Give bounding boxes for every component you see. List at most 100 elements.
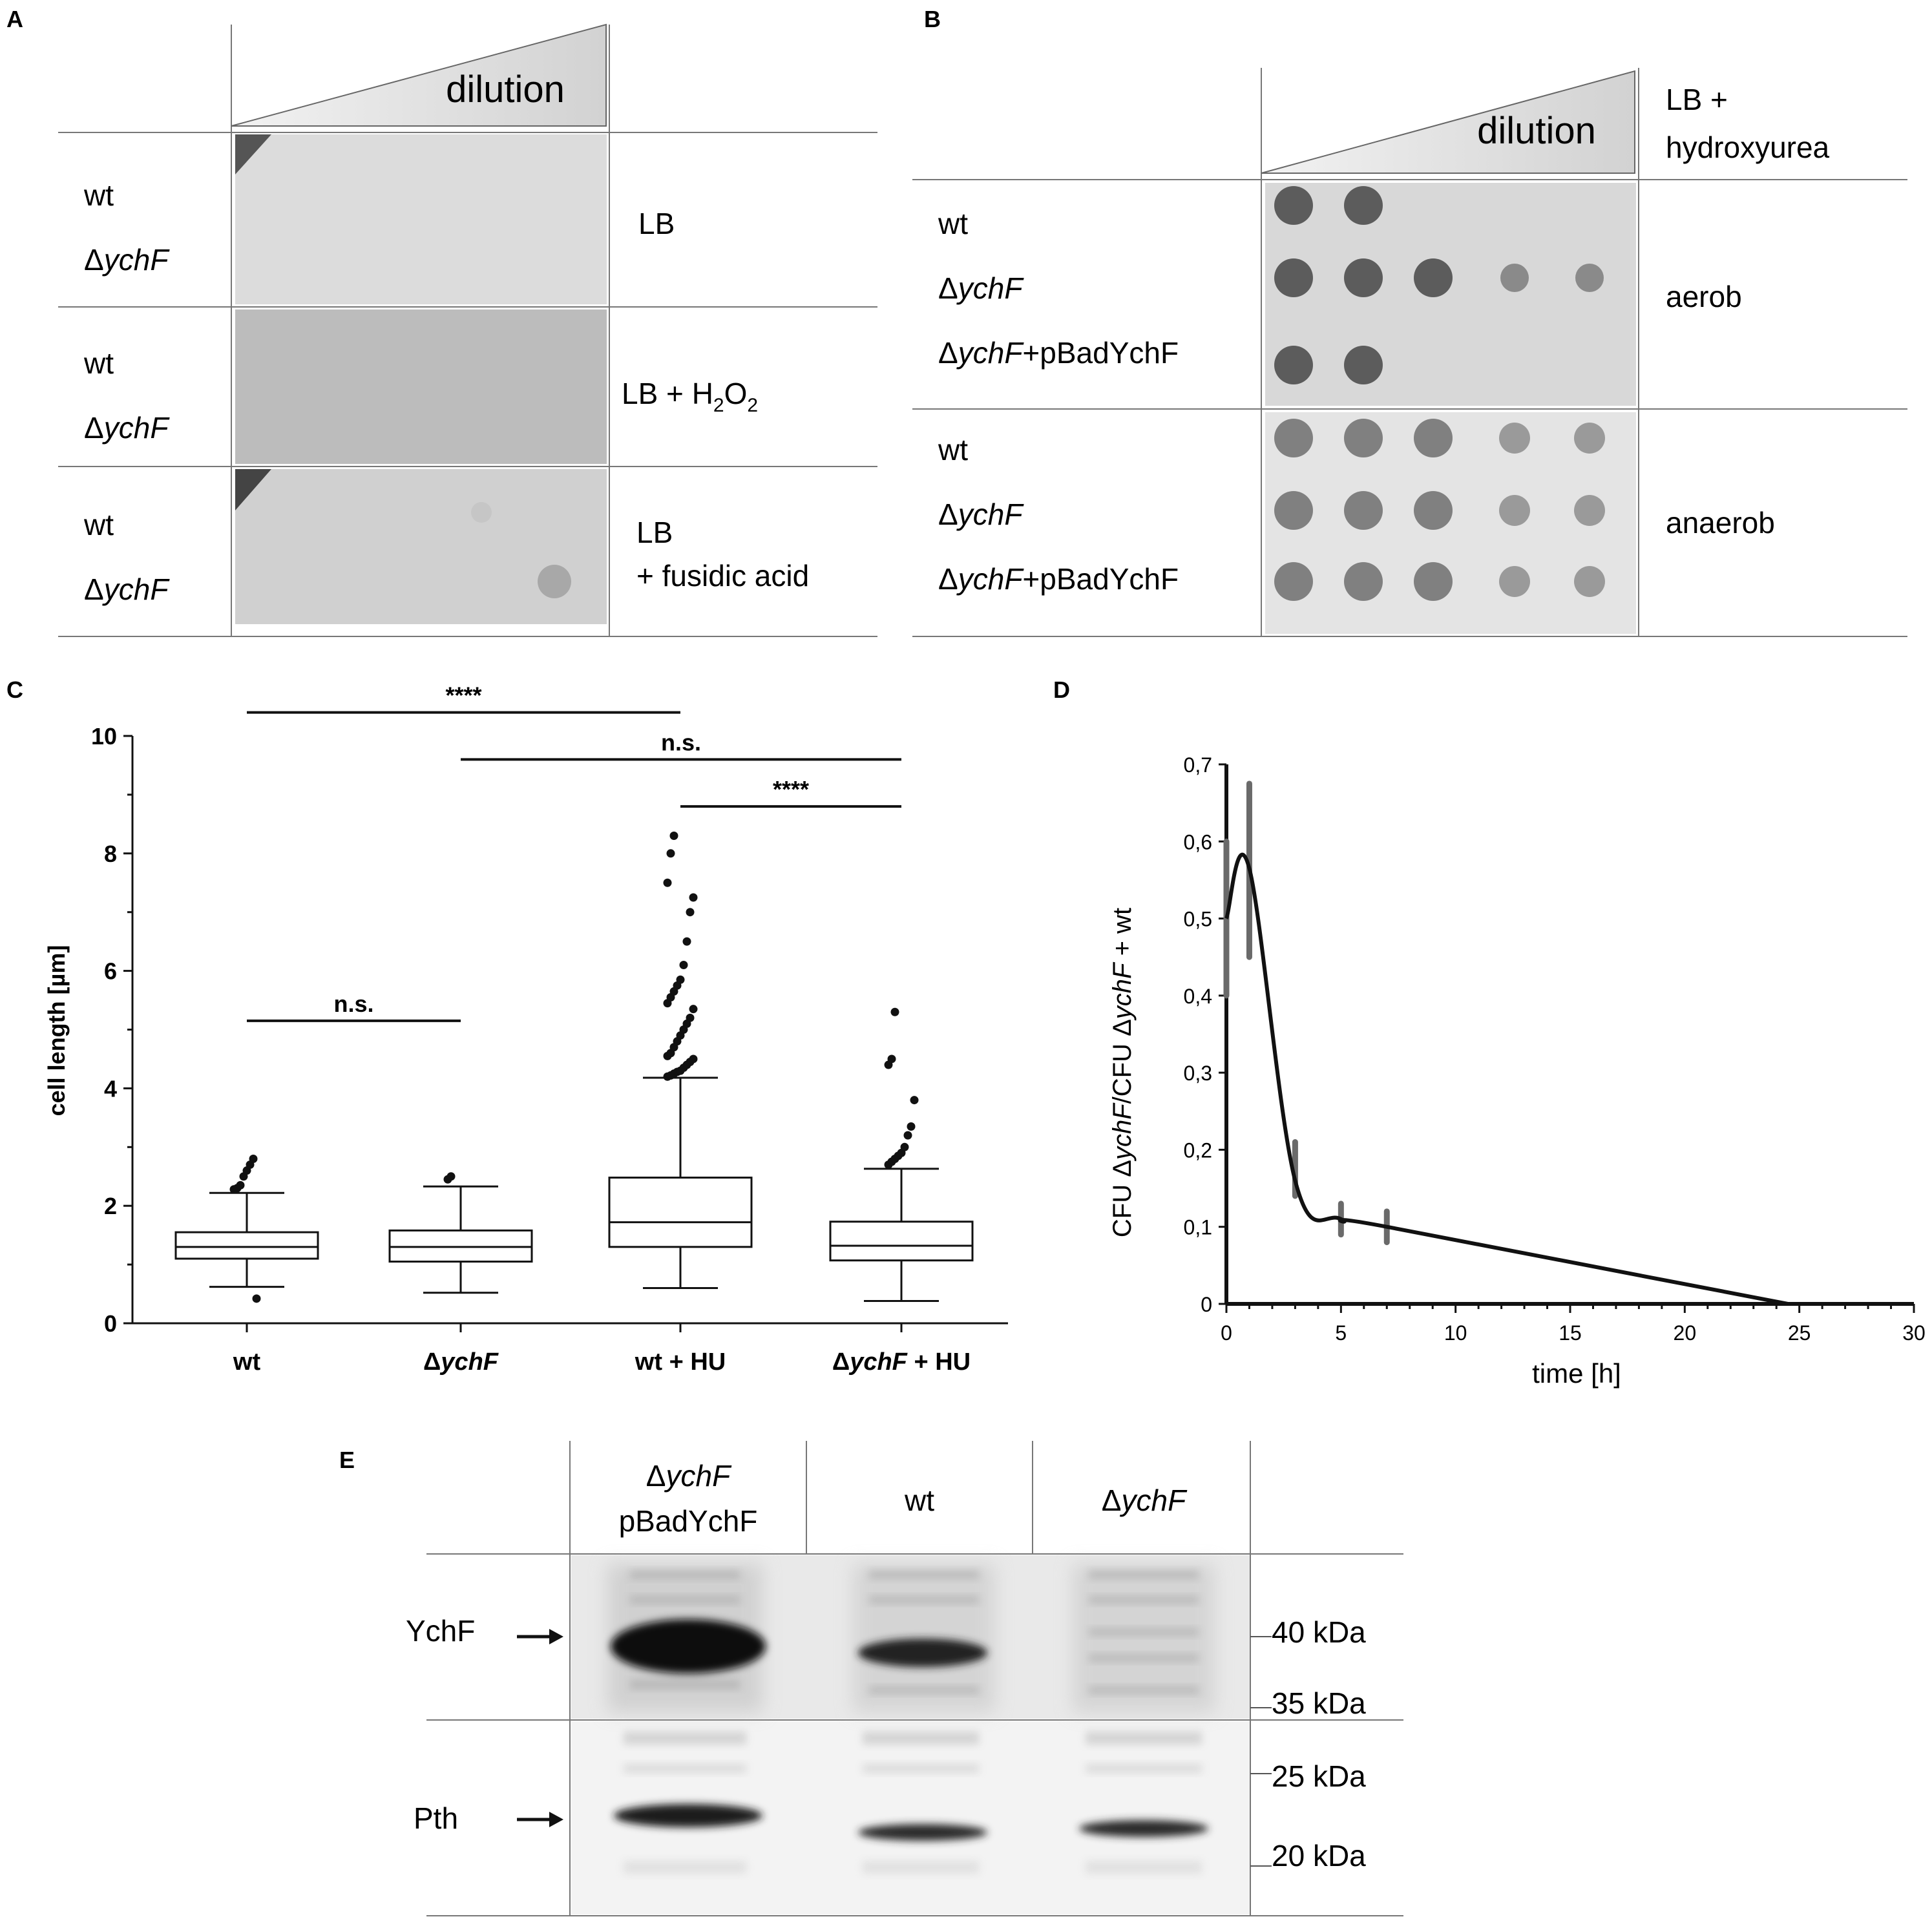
b-header-cond-1: LB + [1666,83,1728,116]
colony-spot [471,502,492,523]
colony-spot [1414,562,1453,601]
strain-label: ΔychF+pBadYchF [938,336,1179,370]
box [829,1221,974,1262]
panel-a: A dilution wt ΔychF wt ΔychF wt ΔychF LB… [6,6,877,637]
colony-spot [1274,491,1313,530]
plate-b-aerob [1265,183,1636,406]
outlier-point [890,1007,899,1016]
y-tick-label: 0,5 [1184,908,1212,931]
e-lane1-line1: ΔychF [646,1459,732,1493]
box-plot: 0 2 4 6 8 10 wt ΔychF wt + HU ΔychF + HU **** n.s. *… [91,682,1008,1376]
a-row3-wt: wt [83,508,114,541]
colony-spot [1499,495,1530,526]
b-cond-aerob: aerob [1666,280,1742,313]
a-row3-delta: ΔychF [84,572,170,606]
a-cond-h2o2: LB + H2O2 [622,377,758,416]
strain-label: wt [938,433,968,467]
y-tick-label: 4 [104,1075,117,1102]
colony-spot [1499,423,1530,454]
colony-spot [1274,419,1313,457]
y-tick-label: 0,3 [1184,1062,1212,1085]
colony-spot [1414,491,1453,530]
plate-a-h2o2 [235,309,607,464]
a-cond-fusidic-1: LB [636,516,673,549]
outlier-point [900,1142,909,1151]
colony-spot [1274,562,1313,601]
panel-b-letter: B [924,6,941,32]
pth-band-lane3 [1079,1820,1208,1837]
colony-spot [1344,346,1383,384]
significance-label: n.s. [661,729,701,755]
outlier-point [686,908,695,917]
strain-label: ΔychF [938,498,1024,531]
e-row-ychf: YchF [406,1614,475,1648]
plate-a-fusidic [235,469,607,624]
y-tick-label: 0 [104,1310,117,1337]
panel-e-letter: E [339,1447,355,1473]
marker-40kda: 40 kDa [1272,1615,1366,1649]
dilution-triangle-b [1261,70,1635,174]
d-x-axis-label: time [h] [1532,1358,1621,1389]
x-tick-label: wt [233,1348,261,1376]
pth-background [624,1732,1202,1874]
y-tick-label: 0,4 [1184,985,1212,1008]
outlier-point [682,937,691,946]
box [174,1231,319,1260]
colony-spot [1414,419,1453,457]
y-tick-label: 2 [104,1193,117,1219]
panel-b: B dilution LB + hydroxyurea wt ΔychF ΔychF… [912,6,1907,637]
x-tick-label: 5 [1335,1321,1347,1345]
y-tick-label: 0,7 [1184,753,1212,777]
outlier-point [903,1131,912,1140]
x-tick-label: 30 [1902,1321,1926,1345]
panel-b-spots [1274,186,1605,601]
panel-a-spots [471,502,571,598]
outlier-point [689,893,698,902]
colony-spot [1274,186,1313,225]
colony-spot [1274,346,1313,384]
panel-d: D CFU ΔychF/CFU ΔychF + wt time [h] 0 0,1… [1053,676,1926,1389]
colony-spot [1499,566,1530,597]
a-row2-wt: wt [83,346,114,380]
d-y-axis-label: CFU ΔychF/CFU ΔychF + wt [1108,908,1137,1237]
outlier-point [249,1154,258,1163]
x-tick-label: wt + HU [635,1348,726,1376]
line-chart: 0 0,1 0,2 0,3 0,4 0,5 0,6 0,7 0 5 10 15 20 25 30 [1184,753,1926,1345]
outlier-point [679,961,688,970]
outlier-point [446,1172,456,1181]
colony-spot [1344,258,1383,297]
colony-spot [1574,423,1605,454]
panel-d-letter: D [1053,676,1070,703]
outlier-point [689,1005,698,1014]
marker-25kda: 25 kDa [1272,1759,1366,1793]
x-tick-label: 0 [1221,1321,1232,1345]
panel-c: C cell length [µm] 0 2 4 6 8 10 wt ΔychF wt + HU… [6,676,1008,1376]
e-row-pth: Pth [414,1801,458,1835]
y-tick-label: 0,6 [1184,830,1212,854]
e-lane3: ΔychF [1102,1484,1188,1517]
outlier-point [666,849,675,858]
colony-spot [1274,258,1313,297]
panel-c-letter: C [6,676,23,703]
ychf-band-lane2 [858,1639,987,1667]
y-tick-label: 8 [104,841,117,867]
x-tick-label: ΔychF [423,1348,499,1376]
series-line [1224,852,1789,1306]
significance-label: n.s. [333,991,373,1017]
a-row1-wt: wt [83,178,114,212]
plate-b-anaerob [1265,412,1636,634]
panel-a-letter: A [6,6,23,32]
x-tick-label: 25 [1788,1321,1811,1345]
plate-a-lb [235,134,607,304]
dilution-label: dilution [446,68,565,110]
significance-label: **** [445,682,481,709]
arrow-ychf-icon [517,1629,563,1644]
arrow-pth-icon [517,1812,563,1827]
x-tick-label: ΔychF + HU [832,1348,971,1376]
y-tick-label: 0 [1201,1293,1212,1316]
y-tick-label: 0,2 [1184,1138,1212,1162]
c-y-axis-label: cell length [µm] [43,945,70,1117]
strain-label: ΔychF [938,271,1024,305]
outlier-point [887,1054,896,1064]
outlier-point [676,975,685,984]
